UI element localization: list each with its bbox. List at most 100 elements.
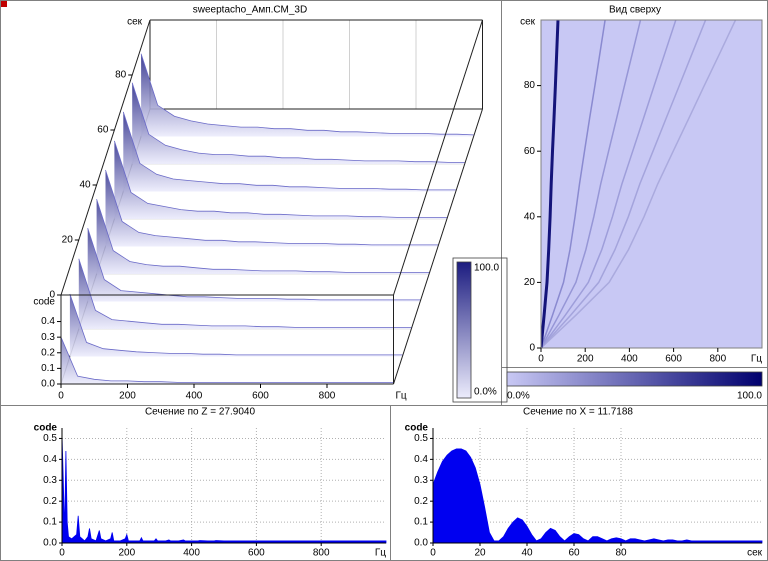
slice-line (78, 258, 412, 328)
colorbar-label: 100.0 (474, 263, 499, 274)
y-tick-label: 0.5 (43, 433, 57, 444)
slice-fill (69, 294, 403, 357)
y-tick-label: 0.2 (414, 496, 428, 507)
y-tick-label: 20 (62, 235, 74, 246)
x-tick-label: 80 (615, 548, 627, 559)
x-axis-label: Гц (375, 548, 386, 559)
box-edge (393, 19, 483, 296)
colorbar-label: 0.0% (474, 387, 497, 398)
z-tick-label: 0.3 (41, 332, 55, 343)
area (432, 448, 763, 544)
x-tick-label: 40 (521, 548, 533, 559)
x-tick-label: 400 (183, 548, 200, 559)
ridges (541, 20, 737, 348)
y-tick-label: 0.1 (43, 517, 57, 528)
ridge (541, 20, 642, 348)
x-tick-label: 200 (119, 391, 136, 402)
x-tick-label: 200 (118, 548, 135, 559)
heatmap-background (541, 20, 762, 348)
slice-line (114, 140, 447, 218)
slice-line (105, 169, 438, 246)
chart-title: sweeptacho_Амп.СМ_3D (193, 5, 307, 16)
chart-title: Сечение по Z = 27.9040 (145, 407, 256, 418)
x-tick-label: 400 (186, 391, 203, 402)
y-tick-label: 40 (79, 180, 91, 191)
x-tick-label: 600 (665, 354, 682, 365)
x-tick-label: 0 (430, 548, 436, 559)
colorbar-label: 100.0 (737, 391, 762, 402)
y-tick-label: 0 (529, 343, 535, 354)
slice-fill (141, 53, 474, 137)
x-tick-label: 600 (252, 391, 269, 402)
slice-line (69, 293, 403, 356)
slice-line (60, 337, 394, 383)
chart-title: Вид сверху (609, 5, 661, 16)
ridge (541, 20, 560, 348)
slice-fill (61, 337, 394, 384)
slice-line (140, 53, 474, 136)
z-tick-label: 0.1 (41, 363, 55, 374)
x-tick-label: 800 (319, 391, 336, 402)
box-edge (60, 19, 151, 296)
colorbar-label: 0.0% (507, 391, 530, 402)
window-icon (1, 1, 7, 7)
slice-line (96, 198, 430, 273)
ridge (541, 20, 677, 348)
ridge (541, 20, 737, 348)
x-axis-label: Гц (396, 391, 407, 402)
slice-fill (114, 140, 447, 219)
chart-title: Сечение по X = 11.7188 (523, 407, 633, 418)
y-tick-label: 80 (524, 80, 536, 91)
z-axis-label: code (33, 297, 55, 308)
y-tick-label: 0 (49, 290, 55, 301)
x-tick-label: 0 (538, 354, 544, 365)
y-tick-label: 0.3 (43, 475, 57, 486)
slice-line (131, 82, 465, 163)
y-axis-label: сек (127, 17, 143, 28)
colorbar (456, 261, 472, 399)
y-tick-label: 0.5 (414, 433, 428, 444)
x-tick-label: 200 (577, 354, 594, 365)
y-axis-label: сек (520, 17, 536, 28)
x-tick-label: 800 (709, 354, 726, 365)
y-tick-label: 60 (97, 125, 109, 136)
x-tick-label: 0 (58, 391, 64, 402)
slice-fill (123, 111, 456, 192)
box-edge (393, 108, 483, 385)
slice-fill (87, 228, 421, 302)
x-tick-label: 60 (568, 548, 580, 559)
y-axis-label: code (405, 423, 429, 434)
x-axis-label: сек (747, 548, 763, 559)
y-tick-label: 0.1 (414, 517, 428, 528)
y-tick-label: 0.4 (43, 454, 57, 465)
slice-fill (132, 82, 465, 164)
y-tick-label: 0.4 (414, 454, 428, 465)
x-tick-label: 20 (474, 548, 486, 559)
y-tick-label: 0.0 (414, 538, 428, 549)
x-tick-label: 600 (248, 548, 265, 559)
y-tick-label: 60 (524, 146, 536, 157)
y-tick-label: 0.0 (43, 538, 57, 549)
x-tick-label: 400 (621, 354, 638, 365)
colorbar-frame (452, 257, 508, 403)
x-axis-label: Гц (751, 354, 762, 365)
slice-fill (96, 199, 430, 274)
slice-line (87, 227, 421, 301)
z-tick-label: 0.2 (41, 347, 55, 358)
z-tick-label: 0.4 (41, 316, 55, 327)
slice-line (122, 111, 456, 191)
ridge (541, 20, 707, 348)
y-tick-label: 40 (524, 211, 536, 222)
slice-fill (78, 258, 412, 329)
x-tick-label: 800 (313, 548, 330, 559)
y-axis-label: code (34, 423, 58, 434)
slice-fill (105, 170, 438, 247)
y-tick-label: 0.3 (414, 475, 428, 486)
y-tick-label: 20 (524, 277, 536, 288)
ridge (541, 20, 606, 348)
x-tick-label: 0 (59, 548, 65, 559)
area (61, 434, 387, 544)
colorbar (506, 371, 763, 387)
y-tick-label: 0.2 (43, 496, 57, 507)
